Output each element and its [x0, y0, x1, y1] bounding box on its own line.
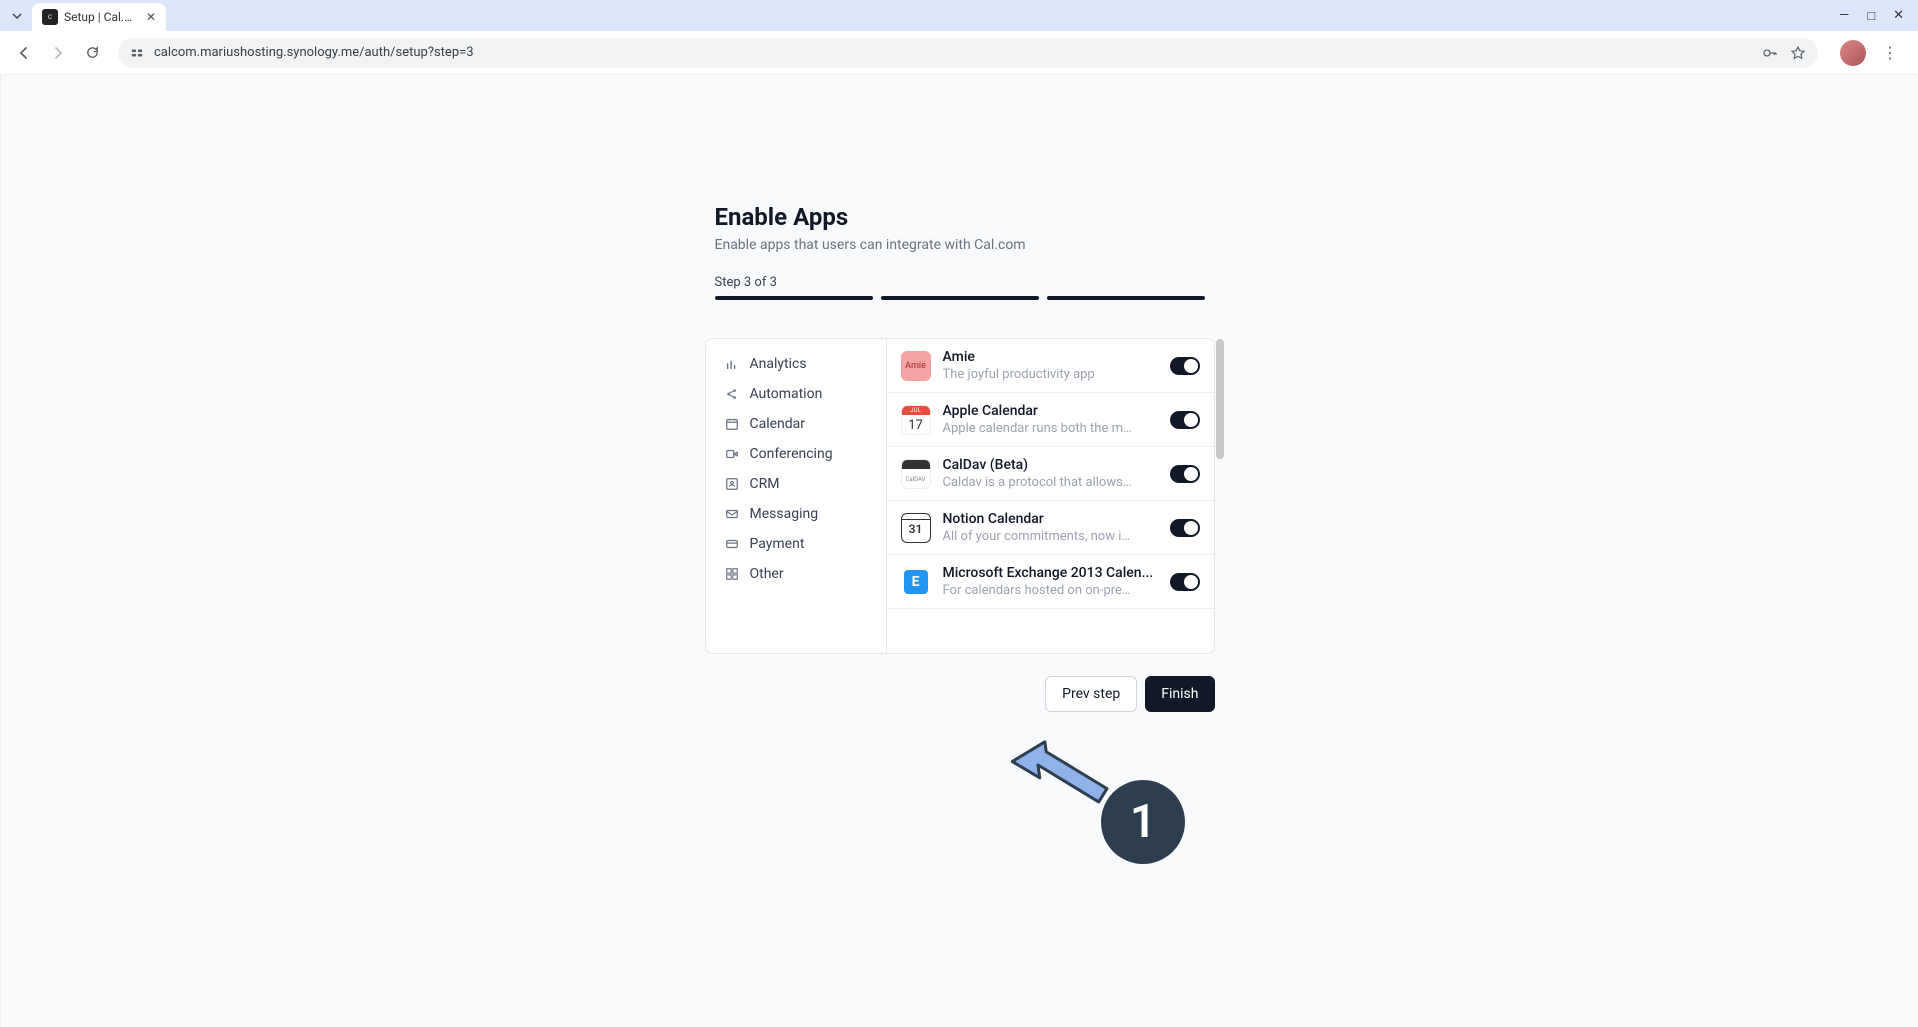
app-toggle[interactable] [1170, 357, 1200, 375]
app-description: For calendars hosted on on-premi... [943, 583, 1133, 598]
password-key-icon[interactable] [1762, 45, 1778, 61]
tab-list-dropdown[interactable] [8, 7, 26, 25]
category-calendar[interactable]: Calendar [720, 409, 882, 439]
apps-panel: Analytics Automation Calendar Conferencing C… [705, 338, 1215, 654]
app-name: Microsoft Exchange 2013 Calen... [943, 565, 1158, 581]
app-item: Amie Amie The joyful productivity app [887, 339, 1214, 393]
category-messaging[interactable]: Messaging [720, 499, 882, 529]
category-label: Other [750, 566, 784, 582]
category-label: Messaging [750, 506, 819, 522]
tab-title: Setup | Cal.com [64, 10, 134, 24]
tab-favicon: C [42, 9, 58, 25]
category-label: Payment [750, 536, 805, 552]
address-bar[interactable]: calcom.mariushosting.synology.me/auth/se… [118, 38, 1818, 68]
app-name: CalDav (Beta) [943, 457, 1158, 473]
category-automation[interactable]: Automation [720, 379, 882, 409]
app-description: The joyful productivity app [943, 367, 1133, 382]
app-description: Apple calendar runs both the mac... [943, 421, 1133, 436]
category-label: CRM [750, 476, 780, 492]
video-icon [724, 447, 740, 461]
category-label: Calendar [750, 416, 806, 432]
step-bar-1 [715, 296, 873, 300]
category-label: Analytics [750, 356, 807, 372]
category-label: Automation [750, 386, 823, 402]
category-crm[interactable]: CRM [720, 469, 882, 499]
page-content: Enable Apps Enable apps that users can i… [0, 75, 1918, 1027]
svg-text:C: C [48, 14, 52, 21]
page-title: Enable Apps [715, 203, 1205, 231]
window-controls: — □ ✕ [1839, 8, 1918, 24]
browser-toolbar: calcom.mariushosting.synology.me/auth/se… [0, 31, 1918, 75]
browser-menu-icon[interactable]: ⋮ [1882, 43, 1898, 62]
app-toggle[interactable] [1170, 411, 1200, 429]
annotation-number: 1 [1130, 795, 1156, 849]
app-item: E Microsoft Exchange 2013 Calen... For cal… [887, 555, 1214, 609]
app-icon: E [901, 567, 931, 597]
app-icon: Amie [901, 351, 931, 381]
category-payment[interactable]: Payment [720, 529, 882, 559]
app-name: Notion Calendar [943, 511, 1158, 527]
app-list: Amie Amie The joyful productivity app JUL17… [886, 339, 1214, 653]
category-other[interactable]: Other [720, 559, 882, 589]
url-text: calcom.mariushosting.synology.me/auth/se… [154, 45, 474, 60]
panel-scrollbar[interactable] [1216, 339, 1224, 459]
app-icon: JUL17 [901, 405, 931, 435]
mail-icon [724, 507, 740, 521]
back-button[interactable] [10, 39, 38, 67]
site-settings-icon[interactable] [130, 46, 144, 60]
app-name: Apple Calendar [943, 403, 1158, 419]
reload-button[interactable] [78, 39, 106, 67]
profile-avatar[interactable] [1840, 40, 1866, 66]
prev-step-button[interactable]: Prev step [1045, 676, 1137, 712]
share-icon [724, 387, 740, 401]
app-icon: 31 [901, 513, 931, 543]
app-toggle[interactable] [1170, 573, 1200, 591]
grid-icon [724, 567, 740, 581]
browser-tab-strip: C Setup | Cal.com ✕ — □ ✕ [0, 0, 1918, 31]
wizard-buttons: Prev step Finish [705, 676, 1215, 712]
forward-button[interactable] [44, 39, 72, 67]
step-progress [715, 296, 1205, 300]
bookmark-star-icon[interactable] [1790, 45, 1806, 61]
step-bar-2 [881, 296, 1039, 300]
credit-card-icon [724, 537, 740, 551]
app-item: JUL17 Apple Calendar Apple calendar runs b… [887, 393, 1214, 447]
app-item: 31 Notion Calendar All of your commitments… [887, 501, 1214, 555]
page-subtitle: Enable apps that users can integrate wit… [715, 237, 1205, 253]
window-minimize-icon[interactable]: — [1839, 8, 1849, 24]
tab-close-icon[interactable]: ✕ [146, 10, 156, 24]
category-list: Analytics Automation Calendar Conferencing C… [706, 339, 886, 653]
app-item: CalDAV CalDav (Beta) Caldav is a protocol … [887, 447, 1214, 501]
category-conferencing[interactable]: Conferencing [720, 439, 882, 469]
app-toggle[interactable] [1170, 519, 1200, 537]
app-name: Amie [943, 349, 1158, 365]
category-label: Conferencing [750, 446, 833, 462]
annotation-badge: 1 [1101, 780, 1185, 864]
step-indicator-label: Step 3 of 3 [715, 275, 1205, 290]
browser-tab[interactable]: C Setup | Cal.com ✕ [32, 3, 166, 31]
window-close-icon[interactable]: ✕ [1893, 8, 1904, 24]
app-description: All of your commitments, now in o... [943, 529, 1133, 544]
bar-chart-icon [724, 357, 740, 371]
app-icon: CalDAV [901, 459, 931, 489]
app-description: Caldav is a protocol that allows dif... [943, 475, 1133, 490]
step-bar-3 [1047, 296, 1205, 300]
window-maximize-icon[interactable]: □ [1867, 8, 1875, 24]
app-toggle[interactable] [1170, 465, 1200, 483]
calendar-icon [724, 417, 740, 431]
finish-button[interactable]: Finish [1145, 676, 1214, 712]
contact-icon [724, 477, 740, 491]
category-analytics[interactable]: Analytics [720, 349, 882, 379]
